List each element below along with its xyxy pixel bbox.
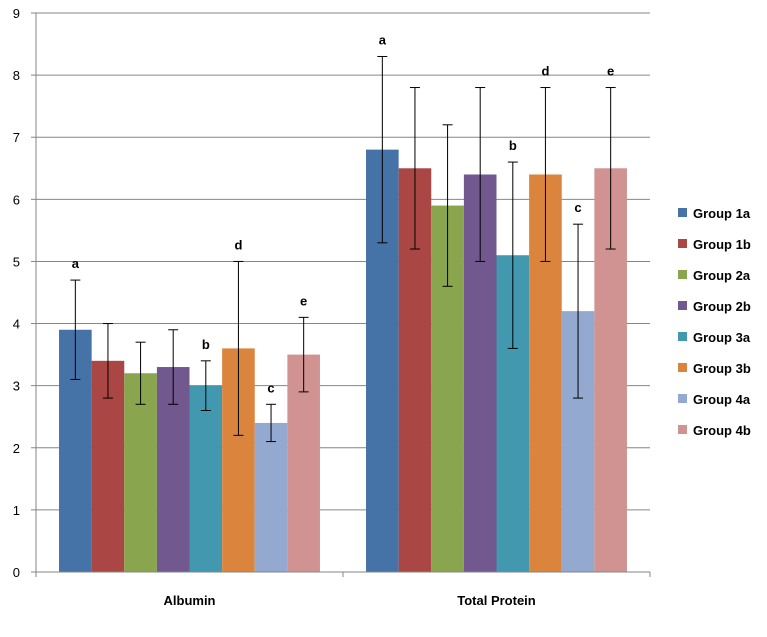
significance-letter: b <box>509 138 517 153</box>
legend-label: Group 4b <box>693 423 751 438</box>
legend-swatch <box>678 332 687 341</box>
error-bars <box>70 55 616 443</box>
y-tick-label: 2 <box>13 441 20 456</box>
significance-letter: e <box>300 293 307 308</box>
significance-letter: a <box>72 256 80 271</box>
significance-letter: d <box>234 237 242 252</box>
significance-letter: a <box>379 32 387 47</box>
significance-letter: d <box>541 64 549 79</box>
legend-swatch <box>678 425 687 434</box>
bars <box>59 149 627 573</box>
significance-letter: c <box>267 380 274 395</box>
legend-label: Group 4a <box>693 392 751 407</box>
y-tick-label: 9 <box>13 6 20 21</box>
legend-label: Group 2a <box>693 268 751 283</box>
significance-letter: b <box>202 337 210 352</box>
bar <box>124 373 157 572</box>
x-axis-categories: Albumin Total Protein <box>164 593 536 608</box>
significance-labels: a b d c e a b d c e <box>72 32 615 395</box>
y-tick-label: 0 <box>13 565 20 580</box>
legend: Group 1a Group 1b Group 2a Group 2b Group 3a… <box>678 206 751 438</box>
bar <box>254 422 288 572</box>
legend-label: Group 2b <box>693 299 751 314</box>
y-tick-label: 3 <box>13 379 20 394</box>
y-tick-label: 4 <box>13 317 20 332</box>
legend-swatch <box>678 301 687 310</box>
y-axis-ticks: 0 1 2 3 4 5 6 7 8 9 <box>13 6 36 580</box>
y-tick-label: 5 <box>13 254 20 269</box>
legend-label: Group 3b <box>693 361 751 376</box>
bar <box>189 385 223 572</box>
legend-label: Group 3a <box>693 330 751 345</box>
legend-swatch <box>678 239 687 248</box>
legend-swatch <box>678 208 687 217</box>
x-category-label: Total Protein <box>457 593 536 608</box>
legend-swatch <box>678 270 687 279</box>
axes <box>35 13 651 577</box>
x-category-label: Albumin <box>164 593 216 608</box>
y-tick-label: 6 <box>13 192 20 207</box>
legend-swatch <box>678 394 687 403</box>
y-tick-label: 8 <box>13 68 20 83</box>
significance-letter: e <box>607 64 614 79</box>
significance-letter: c <box>574 200 581 215</box>
legend-swatch <box>678 363 687 372</box>
y-tick-label: 7 <box>13 130 20 145</box>
legend-label: Group 1a <box>693 206 751 221</box>
y-tick-label: 1 <box>13 503 20 518</box>
legend-label: Group 1b <box>693 237 751 252</box>
